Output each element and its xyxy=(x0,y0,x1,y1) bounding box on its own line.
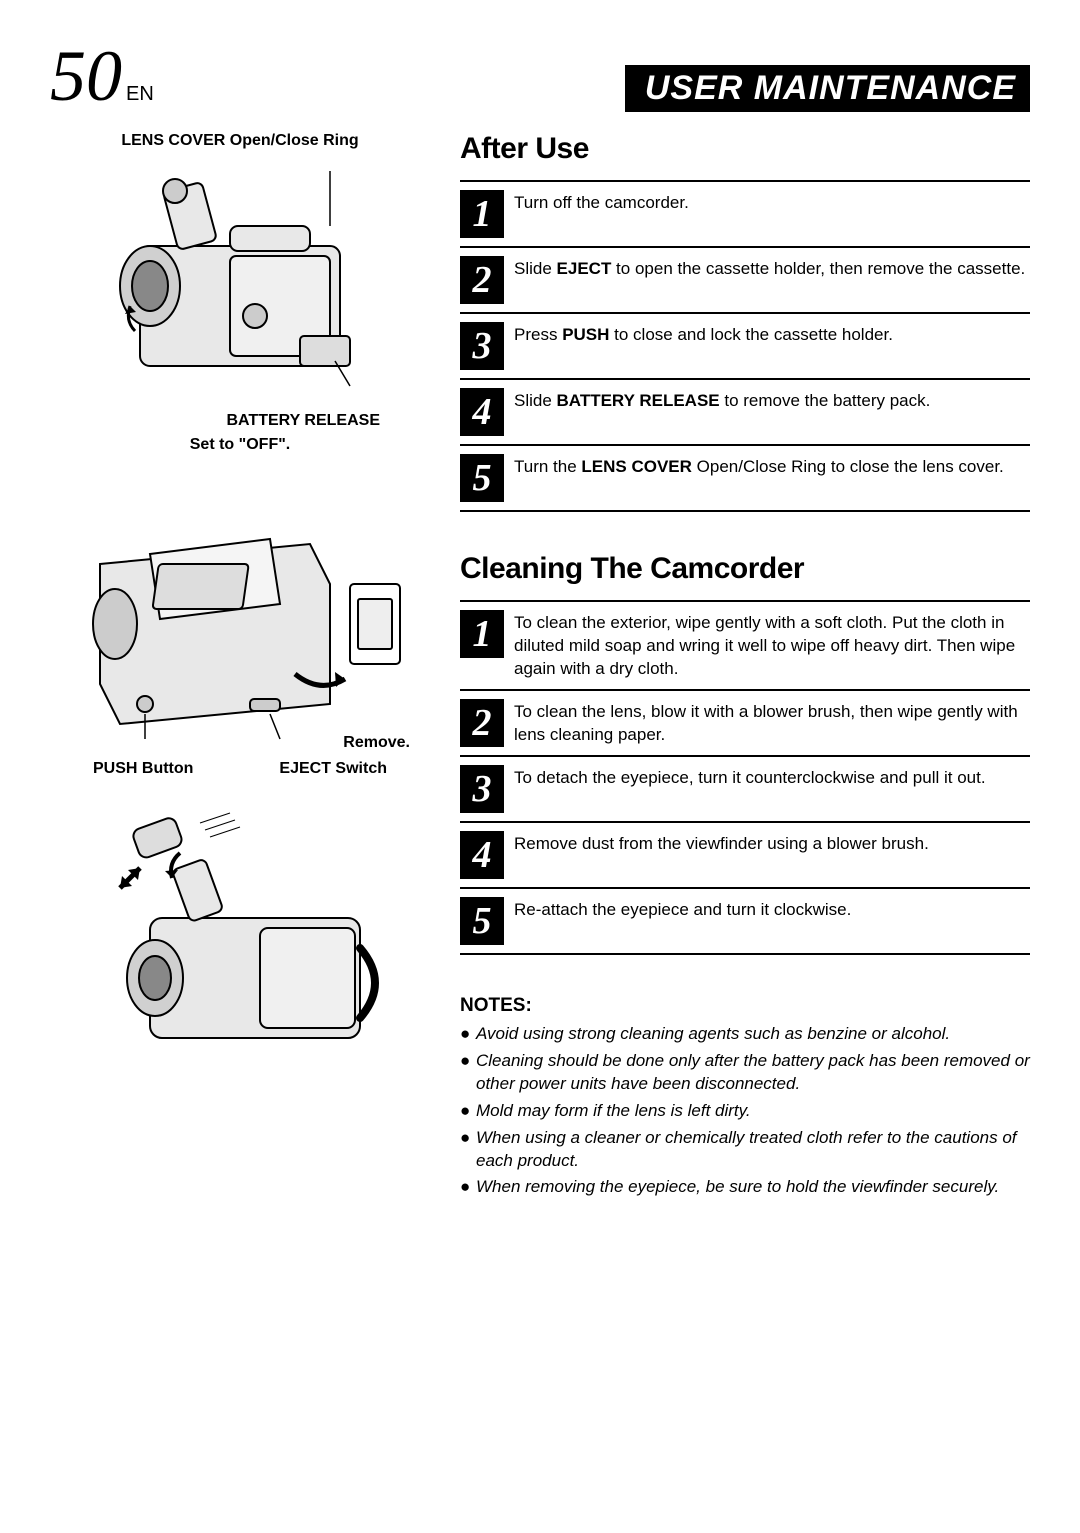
step: 3 To detach the eyepiece, turn it counter… xyxy=(460,755,1030,821)
step-text: Turn the LENS COVER Open/Close Ring to c… xyxy=(514,454,1004,479)
step-number: 3 xyxy=(460,322,504,370)
note-item: Mold may form if the lens is left dirty. xyxy=(476,1100,1030,1123)
step-number: 4 xyxy=(460,831,504,879)
step-text: To clean the exterior, wipe gently with … xyxy=(514,610,1030,681)
push-button-label: PUSH Button xyxy=(93,760,193,778)
after-use-steps: 1 Turn off the camcorder. 2 Slide EJECT to … xyxy=(460,180,1030,512)
section-after-use-title: After Use xyxy=(460,132,1030,166)
step-text: Slide EJECT to open the cassette holder,… xyxy=(514,256,1025,281)
notes-list: Avoid using strong cleaning agents such … xyxy=(460,1023,1030,1200)
step-number: 3 xyxy=(460,765,504,813)
step-number: 4 xyxy=(460,388,504,436)
step-number: 1 xyxy=(460,610,504,658)
battery-release-label: BATTERY RELEASE xyxy=(50,412,380,430)
camcorder-illustration-1 xyxy=(80,156,400,406)
diagram-eject: Remove. PUSH Button EJECT Switch xyxy=(50,484,430,778)
step-text: Re-attach the eyepiece and turn it clock… xyxy=(514,897,851,922)
eject-switch-label: EJECT Switch xyxy=(279,760,387,778)
step-text: To clean the lens, blow it with a blower… xyxy=(514,699,1030,747)
section-cleaning-title: Cleaning The Camcorder xyxy=(460,552,1030,586)
step: 4 Slide BATTERY RELEASE to remove the bat… xyxy=(460,378,1030,444)
step-text: Press PUSH to close and lock the cassett… xyxy=(514,322,893,347)
page-lang: EN xyxy=(126,84,154,104)
right-column: After Use 1 Turn off the camcorder. 2 Slide… xyxy=(460,132,1030,1203)
note-item: Avoid using strong cleaning agents such … xyxy=(476,1023,1030,1046)
diagram-lens-cover: LENS COVER Open/Close Ring xyxy=(50,132,430,454)
left-column: LENS COVER Open/Close Ring xyxy=(50,132,430,1203)
page-number: 50 EN xyxy=(50,40,154,112)
page-number-value: 50 xyxy=(50,40,122,112)
page-header: 50 EN USER MAINTENANCE xyxy=(50,40,1030,112)
camcorder-illustration-3 xyxy=(80,808,400,1068)
note-item: When using a cleaner or chemically treat… xyxy=(476,1127,1030,1173)
cleaning-steps: 1To clean the exterior, wipe gently with… xyxy=(460,600,1030,955)
step-number: 5 xyxy=(460,454,504,502)
camcorder-illustration-2 xyxy=(70,484,410,764)
step-number: 1 xyxy=(460,190,504,238)
notes-heading: NOTES: xyxy=(460,995,1030,1017)
step-number: 2 xyxy=(460,256,504,304)
header-title: USER MAINTENANCE xyxy=(625,65,1030,112)
step: 2 Slide EJECT to open the cassette holder… xyxy=(460,246,1030,312)
step: 2To clean the lens, blow it with a blowe… xyxy=(460,689,1030,755)
step: 4 Remove dust from the viewfinder using a… xyxy=(460,821,1030,887)
step-number: 2 xyxy=(460,699,504,747)
remove-label: Remove. xyxy=(50,734,410,752)
step-text: Slide BATTERY RELEASE to remove the batt… xyxy=(514,388,930,413)
step-text: To detach the eyepiece, turn it counterc… xyxy=(514,765,986,790)
step: 1To clean the exterior, wipe gently with… xyxy=(460,600,1030,689)
step: 5 Re-attach the eyepiece and turn it cloc… xyxy=(460,887,1030,955)
diagram-eyepiece xyxy=(50,808,430,1068)
step: 5 Turn the LENS COVER Open/Close Ring to … xyxy=(460,444,1030,512)
note-item: Cleaning should be done only after the b… xyxy=(476,1050,1030,1096)
step-number: 5 xyxy=(460,897,504,945)
lens-cover-label: LENS COVER Open/Close Ring xyxy=(50,132,430,150)
set-off-label: Set to "OFF". xyxy=(50,436,430,454)
step-text: Remove dust from the viewfinder using a … xyxy=(514,831,929,856)
note-item: When removing the eyepiece, be sure to h… xyxy=(476,1176,1030,1199)
step: 1 Turn off the camcorder. xyxy=(460,180,1030,246)
step-text: Turn off the camcorder. xyxy=(514,190,689,215)
step: 3 Press PUSH to close and lock the casset… xyxy=(460,312,1030,378)
